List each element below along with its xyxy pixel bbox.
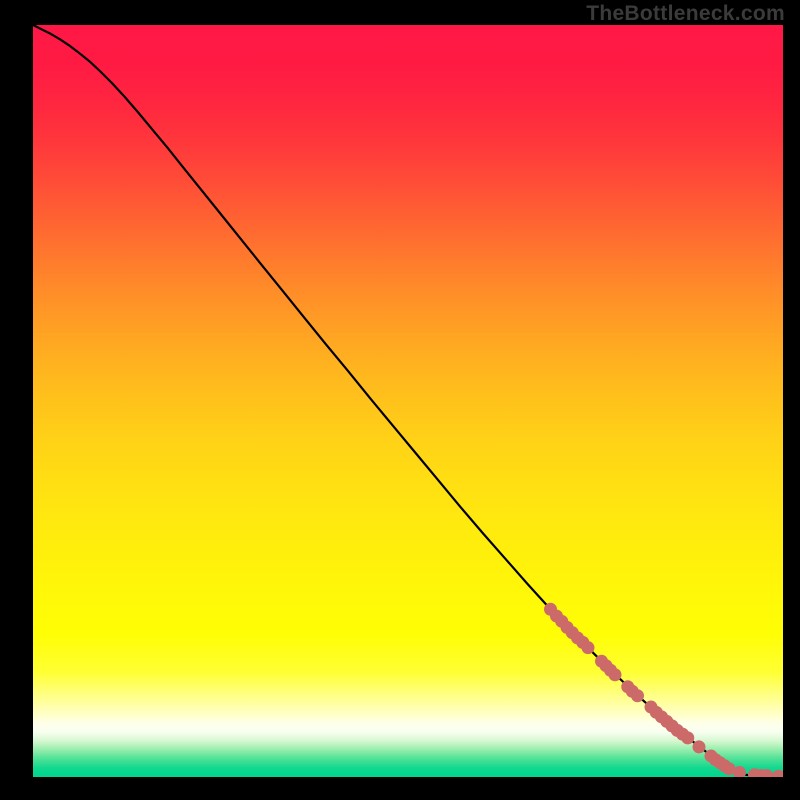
chart-frame: TheBottleneck.com — [0, 0, 800, 800]
plot-area — [33, 25, 783, 777]
watermark-text: TheBottleneck.com — [586, 2, 785, 26]
